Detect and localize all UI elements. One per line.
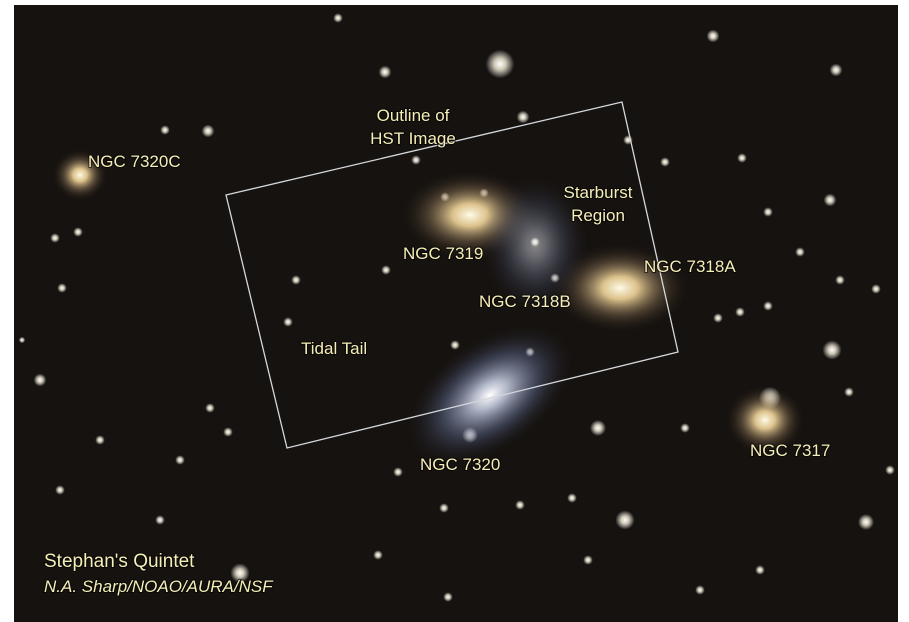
star: [333, 13, 343, 23]
star: [737, 153, 747, 163]
star: [830, 64, 843, 77]
star: [95, 435, 105, 445]
star: [291, 275, 301, 285]
star: [567, 493, 577, 503]
star: [439, 503, 449, 513]
star: [223, 427, 233, 437]
star: [57, 283, 67, 293]
label: NGC 7318B: [479, 292, 571, 311]
star: [205, 403, 215, 413]
star: [590, 420, 606, 436]
star: [835, 275, 845, 285]
label: NGC 7319: [403, 244, 483, 263]
star: [822, 340, 841, 359]
star: [283, 317, 293, 327]
credit: N.A. Sharp/NOAO/AURA/NSF: [44, 577, 274, 596]
star: [73, 227, 83, 237]
label: NGC 7317: [750, 441, 830, 460]
star: [755, 565, 765, 575]
star: [443, 592, 453, 602]
label: Region: [571, 206, 625, 225]
star: [735, 307, 745, 317]
star: [858, 514, 874, 530]
star: [175, 455, 185, 465]
star: [871, 284, 881, 294]
star: [202, 125, 215, 138]
label: HST Image: [370, 129, 456, 148]
sky: [14, 5, 898, 622]
star: [411, 155, 421, 165]
star: [660, 157, 670, 167]
star: [695, 585, 705, 595]
label: Outline of: [377, 106, 450, 125]
star: [19, 337, 25, 343]
star: [381, 265, 391, 275]
star: [707, 30, 720, 43]
label: NGC 7318A: [644, 257, 736, 276]
star: [515, 500, 525, 510]
label: Starburst: [564, 183, 633, 202]
star: [615, 510, 634, 529]
star: [379, 66, 392, 79]
star: [763, 301, 773, 311]
star: [155, 515, 165, 525]
star: [50, 233, 60, 243]
star: [844, 387, 854, 397]
label: NGC 7320C: [88, 152, 181, 171]
star: [885, 465, 895, 475]
page: Outline of HST Image NGC 7320C Starburst…: [0, 0, 909, 622]
star: [795, 247, 805, 257]
star: [55, 485, 65, 495]
star: [393, 467, 403, 477]
star: [34, 374, 47, 387]
star: [763, 207, 773, 217]
star: [486, 50, 515, 79]
title: Stephan's Quintet: [44, 551, 195, 572]
star: [713, 313, 723, 323]
star: [450, 340, 460, 350]
star: [583, 555, 593, 565]
star: [373, 550, 383, 560]
star: [680, 423, 690, 433]
label: Tidal Tail: [301, 339, 367, 358]
star: [517, 111, 530, 124]
label: NGC 7320: [420, 455, 500, 474]
photo: Outline of HST Image NGC 7320C Starburst…: [0, 0, 909, 622]
star: [824, 194, 837, 207]
star: [160, 125, 170, 135]
